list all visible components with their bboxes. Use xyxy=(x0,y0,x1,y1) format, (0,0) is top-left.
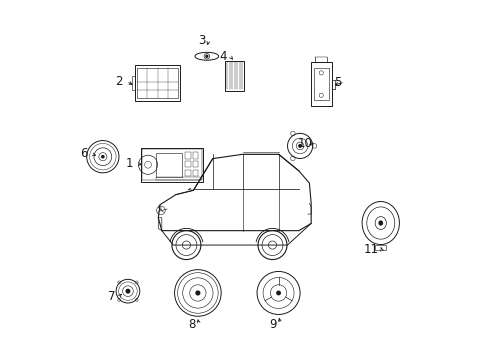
Bar xyxy=(135,65,180,101)
Bar xyxy=(155,177,201,180)
Bar xyxy=(192,170,198,176)
Text: 11: 11 xyxy=(363,243,378,256)
Bar xyxy=(224,60,244,91)
Bar xyxy=(184,153,190,159)
Text: 4: 4 xyxy=(219,50,226,63)
Text: 10: 10 xyxy=(297,136,312,149)
Bar xyxy=(137,68,177,98)
Text: 5: 5 xyxy=(333,76,341,89)
Circle shape xyxy=(102,156,104,158)
Bar xyxy=(310,62,331,107)
Circle shape xyxy=(196,291,199,295)
Bar xyxy=(140,148,203,182)
Text: 8: 8 xyxy=(187,318,195,331)
Bar xyxy=(155,153,182,177)
Bar xyxy=(184,161,190,167)
Text: 7: 7 xyxy=(108,290,115,303)
Text: 1: 1 xyxy=(125,157,133,170)
Circle shape xyxy=(298,145,301,147)
Bar xyxy=(142,149,202,180)
Bar xyxy=(374,244,386,250)
Circle shape xyxy=(205,55,207,57)
Ellipse shape xyxy=(378,221,382,225)
Bar xyxy=(192,161,198,167)
Bar xyxy=(313,68,328,100)
Text: 3: 3 xyxy=(197,33,204,47)
Bar xyxy=(192,153,198,159)
Text: 6: 6 xyxy=(80,147,88,160)
Bar xyxy=(184,170,190,176)
Text: 2: 2 xyxy=(115,75,122,88)
Text: 9: 9 xyxy=(269,318,276,331)
Circle shape xyxy=(276,291,280,295)
Bar xyxy=(132,76,135,90)
Circle shape xyxy=(126,289,129,293)
